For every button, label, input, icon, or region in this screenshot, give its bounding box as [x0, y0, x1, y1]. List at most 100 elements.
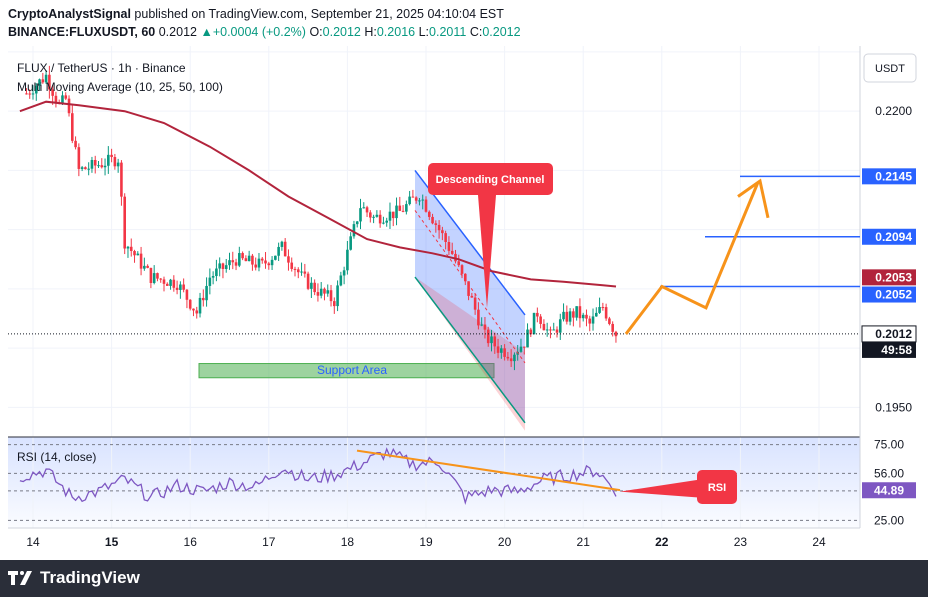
candle-body: [188, 299, 192, 309]
candle-body: [165, 283, 169, 286]
candle-body: [224, 265, 228, 270]
projection-arrowhead: [737, 178, 770, 219]
candle-body: [185, 289, 189, 300]
price-label-badge: [862, 168, 916, 185]
rsi-callout-pointer: [620, 479, 700, 498]
candle-body: [146, 265, 149, 268]
candle-body: [333, 301, 336, 307]
candle-body: [601, 307, 605, 309]
candle-body: [277, 246, 280, 256]
rsi-callout-label: RSI: [708, 482, 726, 494]
candle-body: [444, 233, 447, 242]
candle-body: [234, 262, 238, 266]
candle-body: [549, 329, 552, 331]
price-label-text: 0.2052: [875, 288, 912, 302]
rsi-callout[interactable]: [697, 470, 737, 504]
candle-body: [195, 310, 199, 314]
time-tick: 19: [419, 535, 433, 549]
candle-body: [588, 318, 592, 324]
tradingview-logo[interactable]: TradingView: [8, 568, 140, 588]
candle-body: [595, 312, 598, 317]
candle-body: [532, 312, 536, 335]
candle-body: [80, 167, 84, 169]
candle-body: [382, 222, 385, 224]
candle-body: [205, 285, 208, 301]
candle-body: [486, 329, 490, 344]
candle-body: [388, 211, 392, 221]
candle-body: [28, 93, 32, 95]
chart-svg[interactable]: USDT 0.2200 0.1950 0.2145 0.2094 0.2053 0.2052…: [0, 46, 928, 560]
candle-body: [552, 329, 556, 331]
candle-body: [100, 165, 104, 168]
candle-body: [97, 165, 100, 167]
candle-body: [398, 205, 402, 211]
candle-body: [405, 204, 408, 212]
candle-body: [355, 221, 359, 225]
price-label-text: 0.2145: [875, 169, 912, 183]
candle-body: [300, 271, 303, 273]
author-name[interactable]: CryptoAnalystSignal: [8, 7, 131, 21]
rsi-value-badge: [862, 482, 916, 499]
candle-body: [437, 224, 441, 231]
candle-body: [44, 74, 48, 83]
candle-body: [113, 157, 117, 167]
channel-mid-line: [414, 210, 526, 364]
candle-body: [496, 346, 500, 353]
publish-info: published on TradingView.com, September …: [134, 7, 504, 21]
candle-body: [611, 323, 614, 332]
candle-body: [25, 93, 28, 95]
candle-body: [598, 307, 601, 313]
support-area-box[interactable]: [198, 363, 495, 379]
candle-body: [251, 255, 254, 265]
moving-average-line: [19, 100, 617, 288]
candle-body: [408, 196, 411, 205]
candle-body: [290, 262, 294, 269]
candle-body: [339, 275, 343, 286]
candle-body: [215, 268, 218, 277]
candle-body: [126, 246, 130, 249]
candle-body: [221, 263, 225, 270]
candle-body: [306, 273, 310, 289]
descending-channel-lower-fill: [415, 277, 525, 431]
candle-body: [238, 253, 241, 266]
candle-body: [604, 307, 608, 319]
candle-body: [316, 292, 320, 296]
rsi-tick: 25.00: [874, 513, 904, 527]
rsi-trendline[interactable]: [356, 449, 621, 492]
candle-body: [562, 311, 565, 320]
price-change: +0.0004 (+0.2%): [212, 25, 306, 39]
chart-title: FLUX / TetherUS · 1h · Binance: [17, 61, 186, 75]
projection-path[interactable]: [624, 181, 760, 335]
candle-body: [395, 205, 398, 219]
price-label-text: 0.2053: [875, 270, 912, 284]
candle-body: [93, 159, 97, 166]
candle-body: [522, 346, 526, 348]
time-tick: 23: [734, 535, 748, 549]
candle-body: [264, 260, 267, 264]
candle-body: [490, 336, 493, 344]
candle-body: [568, 311, 572, 322]
candle-body: [558, 319, 562, 333]
candle-body: [172, 279, 176, 288]
candle-body: [103, 165, 107, 168]
chart-area[interactable]: USDT 0.2200 0.1950 0.2145 0.2094 0.2053 0.2052…: [0, 46, 928, 560]
candle-body: [64, 95, 68, 99]
candle-body: [228, 260, 231, 266]
candle-body: [77, 147, 81, 169]
candle-body: [542, 323, 546, 331]
candle-body: [539, 316, 542, 324]
candle-body: [424, 199, 428, 212]
candle-body: [411, 196, 415, 198]
candle-body: [283, 241, 287, 257]
low-value: 0.2011: [429, 25, 467, 39]
currency-button[interactable]: [863, 53, 917, 83]
price-label-text: 0.2012: [875, 327, 912, 341]
channel-lower-line[interactable]: [414, 276, 526, 424]
candle-body: [526, 329, 529, 348]
time-tick: 17: [262, 535, 276, 549]
candle-body: [480, 324, 483, 326]
candle-body: [287, 256, 290, 263]
candle-body: [375, 214, 379, 217]
descending-channel-callout[interactable]: [428, 163, 553, 195]
